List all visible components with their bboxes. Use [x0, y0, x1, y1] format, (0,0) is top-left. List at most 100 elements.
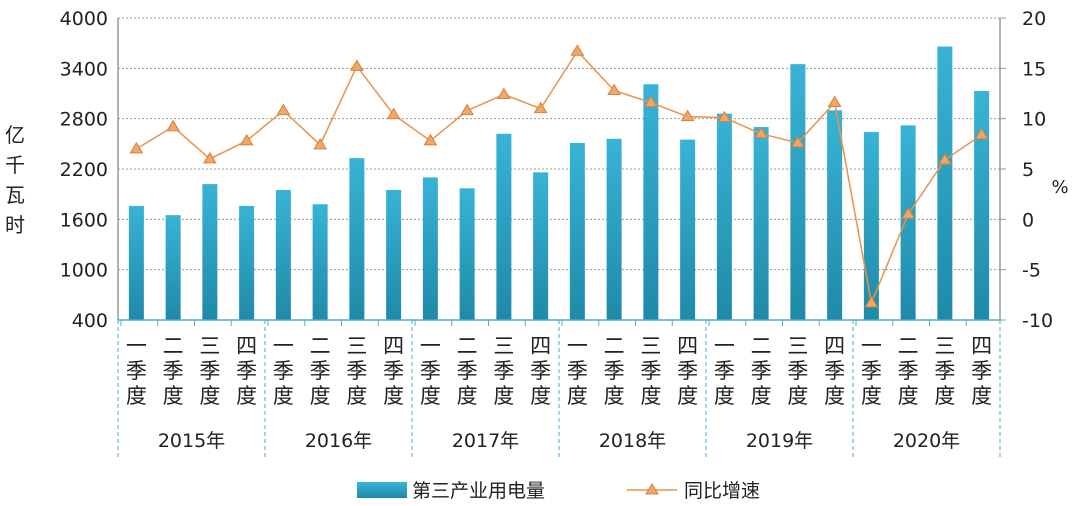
category-label: 三季度	[493, 334, 514, 408]
bar	[128, 205, 144, 320]
y-tick-label: 2800	[60, 109, 108, 131]
bar	[900, 125, 916, 320]
bar	[827, 110, 843, 321]
y2-tick-label: -5	[1022, 260, 1041, 282]
year-label: 2018年	[599, 430, 666, 452]
line-point-triangle	[607, 83, 622, 95]
line-point-triangle	[276, 103, 291, 116]
y2-tick-label: 0	[1022, 209, 1034, 231]
y-tick-label: 4000	[60, 8, 108, 30]
line-point-triangle	[496, 87, 511, 100]
bar	[533, 172, 549, 320]
line-point-triangle	[790, 135, 805, 148]
y-tick-label: 2200	[60, 159, 108, 181]
line-point-triangle	[974, 127, 989, 140]
y2-tick-label: 10	[1022, 109, 1046, 131]
y2-tick-label: 15	[1022, 58, 1046, 80]
category-label: 三季度	[199, 334, 220, 408]
category-label: 四季度	[824, 334, 845, 408]
bar	[863, 132, 879, 320]
y2-tick-label: 5	[1022, 159, 1034, 181]
category-label: 一季度	[714, 334, 735, 408]
category-label: 四季度	[971, 334, 992, 408]
line-point-triangle	[570, 44, 585, 56]
category-label: 二季度	[751, 334, 772, 408]
y2-axis-label: %	[1051, 177, 1068, 198]
bar	[716, 113, 732, 320]
year-label: 2016年	[305, 430, 372, 452]
bar	[753, 127, 769, 320]
category-label: 二季度	[310, 334, 331, 408]
growth-line	[135, 50, 983, 306]
line-point-triangle	[827, 95, 842, 108]
line-point-triangle	[717, 110, 732, 123]
line-point-triangle	[313, 137, 328, 150]
bar	[937, 46, 953, 321]
year-label: 2019年	[746, 430, 813, 452]
category-label: 三季度	[346, 334, 367, 408]
line-point-triangle	[460, 103, 475, 116]
line-point-triangle	[349, 59, 364, 71]
bar	[202, 184, 218, 320]
category-label: 一季度	[567, 334, 588, 408]
category-label: 二季度	[604, 334, 625, 408]
category-label: 一季度	[126, 334, 147, 408]
line-point-triangle	[533, 101, 548, 114]
bar	[606, 138, 622, 320]
bar	[422, 177, 438, 320]
legend-bar-swatch	[357, 482, 407, 498]
bar	[643, 84, 659, 321]
line-point-triangle	[680, 109, 695, 122]
y-tick-label: 400	[72, 310, 108, 332]
category-label: 一季度	[861, 334, 882, 408]
year-label: 2017年	[452, 430, 519, 452]
y-tick-label: 1000	[60, 260, 108, 282]
bar	[790, 64, 806, 320]
line-point-triangle	[754, 126, 769, 139]
y2-tick-label: -10	[1022, 310, 1053, 332]
category-label: 四季度	[677, 334, 698, 408]
y2-tick-label: 20	[1022, 8, 1046, 30]
legend-triangle-icon	[645, 483, 659, 495]
bar	[459, 188, 475, 320]
bar	[165, 215, 181, 320]
y-axis-label: 亿千瓦时	[5, 123, 25, 237]
line-point-triangle	[901, 207, 916, 219]
year-label: 2015年	[158, 430, 225, 452]
category-label: 二季度	[163, 334, 184, 408]
line-point-triangle	[166, 119, 181, 132]
category-label: 二季度	[457, 334, 478, 408]
category-label: 三季度	[787, 334, 808, 408]
category-label: 一季度	[420, 334, 441, 408]
line-point-triangle	[423, 133, 438, 146]
legend-bar-label: 第三产业用电量	[412, 480, 545, 502]
category-label: 三季度	[640, 334, 661, 408]
category-label: 三季度	[934, 334, 955, 408]
y-tick-label: 1600	[60, 209, 108, 231]
bar	[569, 142, 585, 320]
line-point-triangle	[202, 151, 217, 164]
bar	[680, 139, 696, 320]
legend-line-label: 同比增速	[684, 480, 760, 502]
category-label: 四季度	[530, 334, 551, 408]
category-label: 四季度	[383, 334, 404, 408]
bar	[974, 90, 990, 320]
line-point-triangle	[386, 107, 401, 120]
bar	[275, 189, 291, 320]
line-point-triangle	[937, 152, 952, 165]
bar	[349, 158, 365, 320]
line-point-triangle	[239, 133, 254, 146]
line-point-triangle	[129, 141, 144, 154]
bar	[386, 189, 402, 320]
bar	[496, 133, 512, 320]
y-tick-label: 3400	[60, 58, 108, 80]
year-label: 2020年	[893, 430, 960, 452]
legend: 第三产业用电量 同比增速	[357, 480, 760, 502]
category-label: 二季度	[898, 334, 919, 408]
line-point-triangle	[643, 95, 658, 108]
bar	[239, 205, 255, 320]
category-label: 四季度	[236, 334, 257, 408]
category-label: 一季度	[273, 334, 294, 408]
